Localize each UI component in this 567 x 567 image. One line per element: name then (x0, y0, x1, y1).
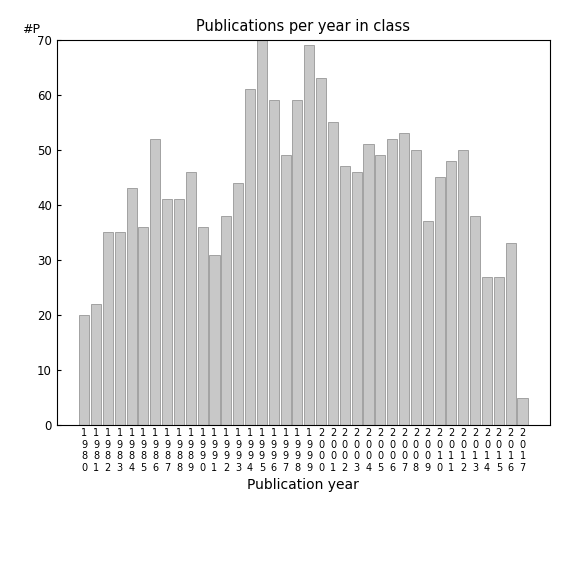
Bar (316, 78, 326, 425)
Bar (387, 139, 397, 425)
Bar (363, 145, 374, 425)
Bar (257, 40, 267, 425)
Bar (423, 222, 433, 425)
Bar (328, 122, 338, 425)
Bar (198, 227, 208, 425)
Bar (293, 100, 302, 425)
Bar (115, 232, 125, 425)
Bar (221, 216, 231, 425)
Bar (411, 150, 421, 425)
Bar (375, 155, 386, 425)
Bar (186, 172, 196, 425)
Bar (269, 100, 279, 425)
Bar (304, 45, 314, 425)
Title: Publications per year in class: Publications per year in class (196, 19, 411, 35)
Bar (209, 255, 219, 425)
Bar (518, 397, 527, 425)
Bar (458, 150, 468, 425)
Bar (91, 304, 101, 425)
Bar (281, 155, 291, 425)
Bar (79, 315, 89, 425)
Bar (434, 177, 445, 425)
Bar (506, 243, 516, 425)
Bar (233, 183, 243, 425)
Bar (340, 166, 350, 425)
Bar (482, 277, 492, 425)
Bar (126, 188, 137, 425)
Bar (245, 89, 255, 425)
Bar (174, 200, 184, 425)
Bar (470, 216, 480, 425)
Bar (352, 172, 362, 425)
Bar (150, 139, 160, 425)
Bar (446, 161, 456, 425)
X-axis label: Publication year: Publication year (247, 479, 359, 492)
Bar (162, 200, 172, 425)
Bar (399, 133, 409, 425)
Bar (138, 227, 149, 425)
Bar (494, 277, 504, 425)
Text: #P: #P (22, 23, 40, 36)
Bar (103, 232, 113, 425)
